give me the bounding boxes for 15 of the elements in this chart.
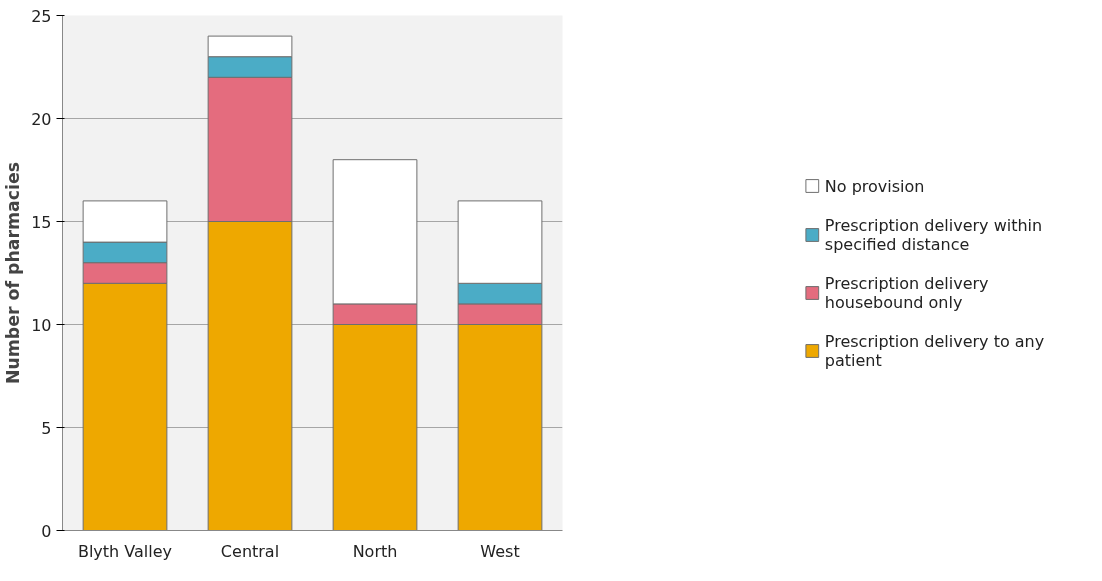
y-tick-label: 5 (41, 418, 52, 438)
y-tick-label: 0 (41, 521, 52, 541)
y-axis-title: Number of pharmacies (3, 161, 24, 385)
y-tick-label: 20 (31, 109, 52, 129)
x-tick-label: Central (220, 541, 280, 561)
legend-label: Prescription delivery to any patient (824, 331, 1045, 369)
y-tick-label: 25 (31, 6, 52, 26)
y-tick-label: 15 (31, 212, 52, 232)
y-tick-label: 10 (31, 315, 52, 335)
x-tick-label: West (480, 541, 520, 561)
legend-label: Prescription delivery housebound only (824, 273, 989, 311)
legend-label: No provision (824, 176, 925, 195)
x-tick-label: North (352, 541, 398, 561)
x-tick-label: Blyth Valley (77, 541, 173, 561)
legend-label: Prescription delivery within specified distance (824, 215, 1043, 253)
